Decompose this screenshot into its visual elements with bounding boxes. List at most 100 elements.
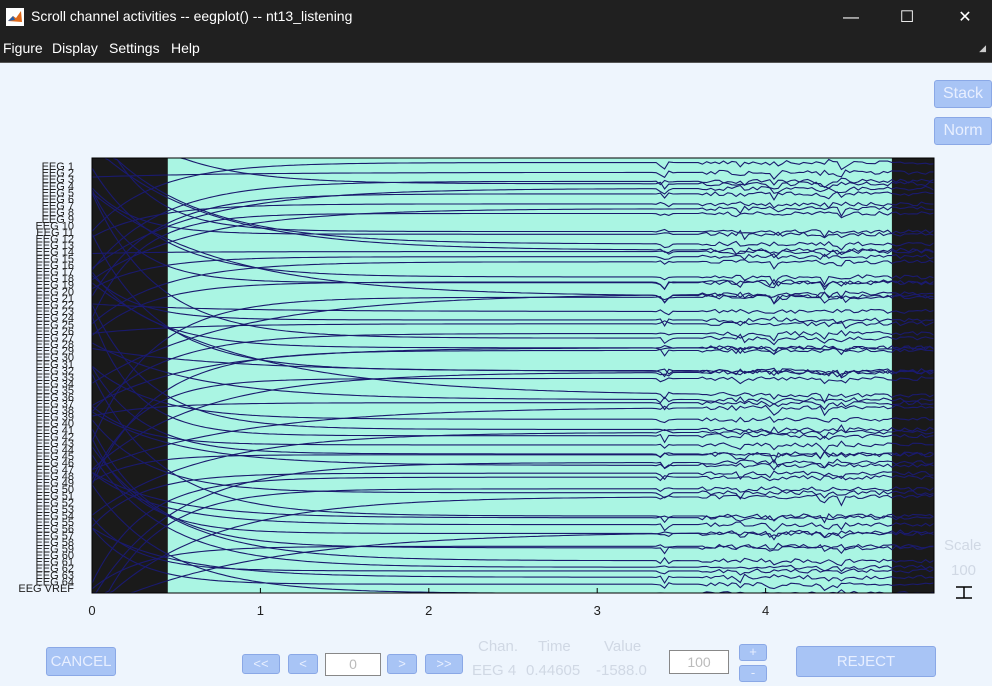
close-button[interactable]: ✕ (942, 0, 988, 35)
menu-settings[interactable]: Settings (109, 40, 160, 56)
x-tick-label: 2 (425, 603, 432, 618)
eeg-trace (91, 189, 935, 291)
minimize-button[interactable]: — (828, 0, 874, 35)
channel-label: EEG 45 (35, 451, 74, 463)
next-button[interactable]: > (387, 654, 417, 674)
eeg-trace (91, 428, 935, 555)
menu-figure[interactable]: Figure (3, 40, 43, 56)
channel-label: EEG 15 (35, 253, 74, 265)
scale-input[interactable]: 100 (669, 650, 729, 674)
eeg-trace (91, 304, 935, 435)
channel-label: EEG 35 (35, 385, 74, 397)
channel-label: EEG 10 (35, 220, 74, 232)
x-tick-label: 0 (88, 603, 95, 618)
value-readout: -1588.0 (596, 662, 647, 679)
channel-label: EEG 36 (35, 392, 74, 404)
channel-label: EEG 42 (35, 431, 74, 443)
eeg-trace (91, 205, 935, 281)
eeg-trace (91, 345, 935, 407)
norm-button[interactable]: Norm (934, 117, 992, 145)
eeg-trace (91, 158, 935, 232)
eeg-trace (91, 347, 935, 378)
eeg-trace (91, 271, 935, 356)
reject-button[interactable]: REJECT (796, 646, 936, 677)
channel-label: EEG 58 (35, 537, 74, 549)
eeg-trace (92, 486, 935, 594)
next-page-button[interactable]: >> (425, 654, 463, 674)
channel-label: EEG 8 (42, 207, 74, 219)
eeg-trace (91, 169, 934, 180)
channel-label: EEG 46 (35, 458, 74, 470)
eeg-trace (91, 527, 935, 592)
channel-label: EEG 2 (42, 168, 74, 180)
title-bar: Scroll channel activities -- eegplot() -… (0, 0, 992, 35)
channel-label: EEG 44 (35, 445, 74, 457)
plot-frame (91, 157, 935, 594)
eeg-trace (91, 210, 935, 319)
chan-readout: EEG 4 (472, 662, 517, 679)
channel-label: EEG 54 (35, 510, 74, 522)
channel-label: EEG 50 (35, 484, 74, 496)
scale-increase-button[interactable]: + (739, 644, 767, 661)
eeg-trace (91, 290, 935, 384)
eeg-trace (91, 366, 935, 460)
prev-page-button[interactable]: << (242, 654, 280, 674)
eeg-trace (91, 400, 935, 417)
menu-bar: Figure Display Settings Help ◢ (0, 35, 992, 63)
eeg-trace (91, 303, 935, 316)
channel-label: EEG 60 (35, 550, 74, 562)
channel-label: EEG 51 (35, 491, 74, 503)
eeg-trace (91, 405, 934, 453)
stack-button[interactable]: Stack (934, 80, 992, 108)
menu-display[interactable]: Display (52, 40, 98, 56)
channel-label: EEG 56 (35, 524, 74, 536)
time-header: Time (538, 638, 571, 655)
eeg-trace (91, 375, 934, 480)
channel-label: EEG 12 (35, 234, 74, 246)
scale-decrease-button[interactable]: - (739, 665, 767, 682)
eeg-trace (92, 157, 935, 239)
channel-label: EEG 23 (35, 306, 74, 318)
channel-label: EEG 16 (35, 260, 74, 272)
eeg-trace (92, 157, 935, 256)
eeg-trace (91, 527, 935, 585)
channel-label: EEG 38 (35, 405, 74, 417)
eeg-trace (91, 419, 935, 500)
eeg-trace (91, 167, 935, 286)
eeg-trace (91, 454, 935, 572)
menu-help[interactable]: Help (171, 40, 200, 56)
scale-value: 100 (951, 562, 977, 579)
channel-label: EEG 31 (35, 359, 74, 371)
prev-button[interactable]: < (288, 654, 318, 674)
x-axis-ticks: 0 1 2 3 4 (88, 588, 769, 618)
eeg-trace (91, 192, 935, 346)
value-header: Value (604, 638, 642, 655)
eeg-trace (91, 342, 935, 405)
eeg-trace (91, 365, 935, 424)
scale-bar (956, 586, 972, 599)
eeg-trace (92, 157, 935, 190)
channel-label: EEG 64 (35, 576, 74, 588)
maximize-button[interactable]: ☐ (884, 0, 930, 35)
channel-label: EEG 7 (42, 201, 74, 213)
channel-label: EEG 1 (42, 161, 74, 173)
cancel-button[interactable]: CANCEL (46, 647, 116, 676)
eeg-trace (91, 191, 935, 297)
channel-label: EEG 26 (35, 326, 74, 338)
x-tick-label: 3 (594, 603, 601, 618)
eeg-trace (91, 253, 935, 290)
channel-label: EEG 28 (35, 339, 74, 351)
channel-label: EEG 20 (35, 286, 74, 298)
matlab-icon (6, 8, 24, 26)
position-input[interactable]: 0 (325, 653, 381, 676)
channel-label: EEG 21 (35, 293, 74, 305)
eeg-trace (91, 274, 935, 327)
eeg-trace (91, 278, 935, 337)
channel-label: EEG 63 (35, 570, 74, 582)
eeg-trace (91, 248, 935, 259)
eeg-trace (91, 201, 935, 238)
channel-label: EEG 22 (35, 299, 74, 311)
channel-label: EEG 47 (35, 464, 74, 476)
